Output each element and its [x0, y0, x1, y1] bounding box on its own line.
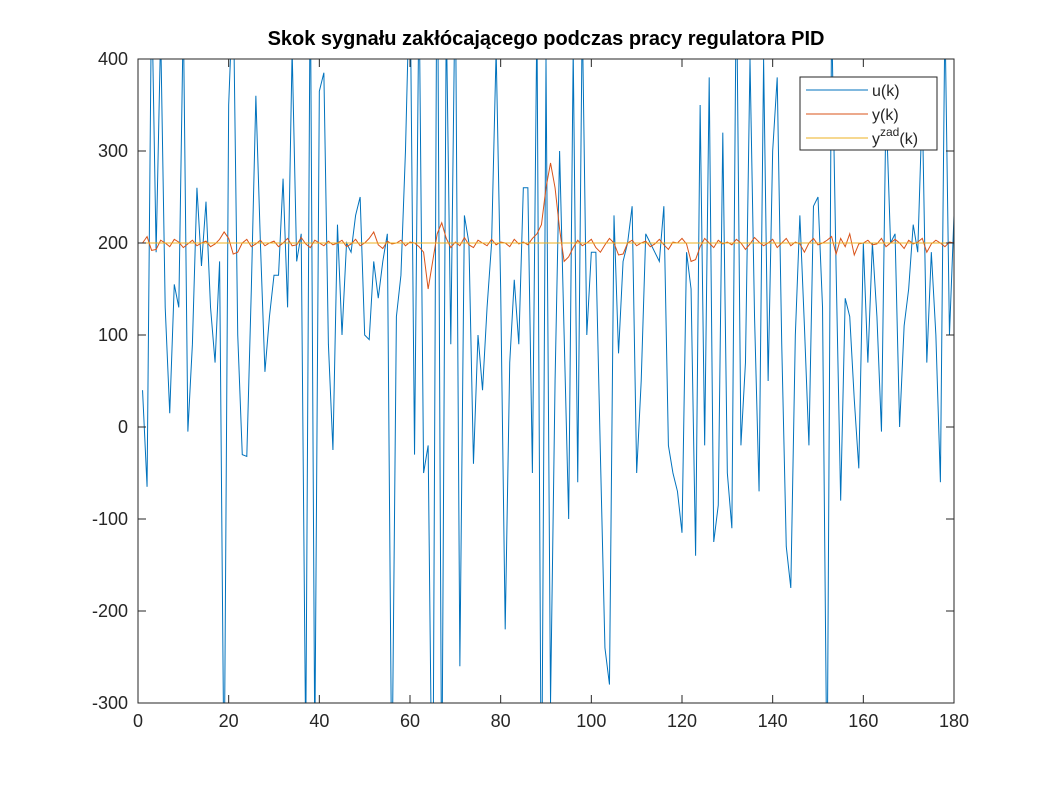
y-tick-label: 100 [98, 325, 128, 345]
y-tick-label: 0 [118, 417, 128, 437]
x-tick-label: 40 [309, 711, 329, 731]
legend-name: u(k) [872, 83, 900, 100]
legend-label: y(k) [872, 107, 899, 124]
x-tick-label: 120 [667, 711, 697, 731]
x-tick-label: 0 [133, 711, 143, 731]
x-tick-label: 180 [939, 711, 969, 731]
legend-suffix: (k) [899, 131, 918, 148]
y-tick-label: -100 [92, 509, 128, 529]
legend-name: y(k) [872, 107, 899, 124]
x-tick-label: 60 [400, 711, 420, 731]
legend-name: y [872, 131, 880, 148]
legend-label: yzad(k) [872, 125, 918, 148]
chart-title: Skok sygnału zakłócającego podczas pracy… [268, 28, 825, 50]
axes-box [137, 58, 955, 704]
legend-superscript: zad [880, 125, 899, 139]
plot-area [142, 59, 954, 703]
y-tick-label: -300 [92, 693, 128, 713]
legend-label: u(k) [872, 83, 900, 100]
y-tick-label: 400 [98, 49, 128, 69]
y-tick-label: 300 [98, 141, 128, 161]
x-tick-label: 140 [758, 711, 788, 731]
y-tick-label: 200 [98, 233, 128, 253]
y-tick-label: -200 [92, 601, 128, 621]
x-tick-label: 20 [219, 711, 239, 731]
x-tick-label: 80 [491, 711, 511, 731]
series-line [142, 162, 954, 290]
series-line [142, 59, 954, 703]
x-tick-label: 160 [848, 711, 878, 731]
x-tick-label: 100 [576, 711, 606, 731]
